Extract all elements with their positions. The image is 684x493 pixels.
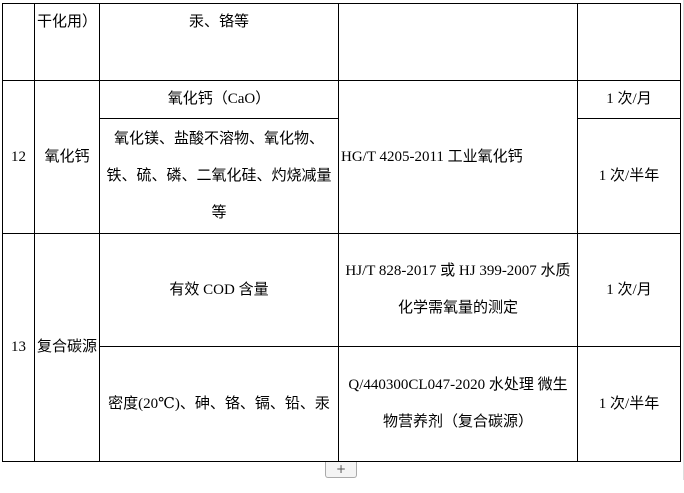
- table-row: 13 复合碳源 有效 COD 含量 HJ/T 828-2017 或 HJ 399…: [2, 233, 681, 462]
- test-item-cell: 密度(20℃)、砷、铬、镉、铅、汞: [99, 346, 339, 462]
- standard-cell: HJ/T 828-2017 或 HJ 399-2007 水质 化学需氧量的测定: [338, 233, 578, 347]
- material-name-cell: 复合碳源: [34, 233, 100, 462]
- material-name-cell: 氧化钙: [34, 80, 100, 234]
- standard-cell: Q/440300CL047-2020 水处理 微生物营养剂（复合碳源）: [338, 346, 578, 462]
- table-row: 干化用） 汞、铬等: [2, 3, 681, 81]
- test-item-cell: 氧化镁、盐酸不溶物、氧化物、铁、硫、磷、二氧化硅、灼烧减量等: [99, 118, 339, 234]
- test-item-cell: 有效 COD 含量: [99, 233, 339, 347]
- table-row: 氧化镁、盐酸不溶物、氧化物、铁、硫、磷、二氧化硅、灼烧减量等 1 次/半年: [3, 118, 681, 234]
- monitoring-table: 干化用） 汞、铬等 12 氧化钙 氧化钙（CaO） HG/T 4205-2011…: [2, 3, 681, 462]
- test-item-cell: 氧化钙（CaO）: [99, 80, 339, 119]
- frequency-cell: 1 次/月: [577, 80, 681, 119]
- standard-cell: HG/T 4205-2011 工业氧化钙: [338, 80, 578, 234]
- table-row: 12 氧化钙 氧化钙（CaO） HG/T 4205-2011 工业氧化钙 1 次…: [2, 80, 681, 234]
- frequency-cell: [577, 3, 681, 81]
- add-row-button[interactable]: +: [325, 462, 357, 478]
- material-name-cell: 干化用）: [34, 3, 100, 81]
- row-number-cell: 12: [2, 80, 35, 234]
- standard-cell: [338, 3, 578, 81]
- frequency-cell: 1 次/半年: [577, 118, 681, 234]
- row-number-cell: 13: [2, 233, 35, 462]
- table-row: 密度(20℃)、砷、铬、镉、铅、汞 Q/440300CL047-2020 水处理…: [3, 346, 681, 462]
- frequency-cell: 1 次/月: [577, 233, 681, 347]
- frequency-cell: 1 次/半年: [577, 346, 681, 462]
- test-item-cell: 汞、铬等: [99, 3, 339, 81]
- row-number-cell: [2, 3, 35, 81]
